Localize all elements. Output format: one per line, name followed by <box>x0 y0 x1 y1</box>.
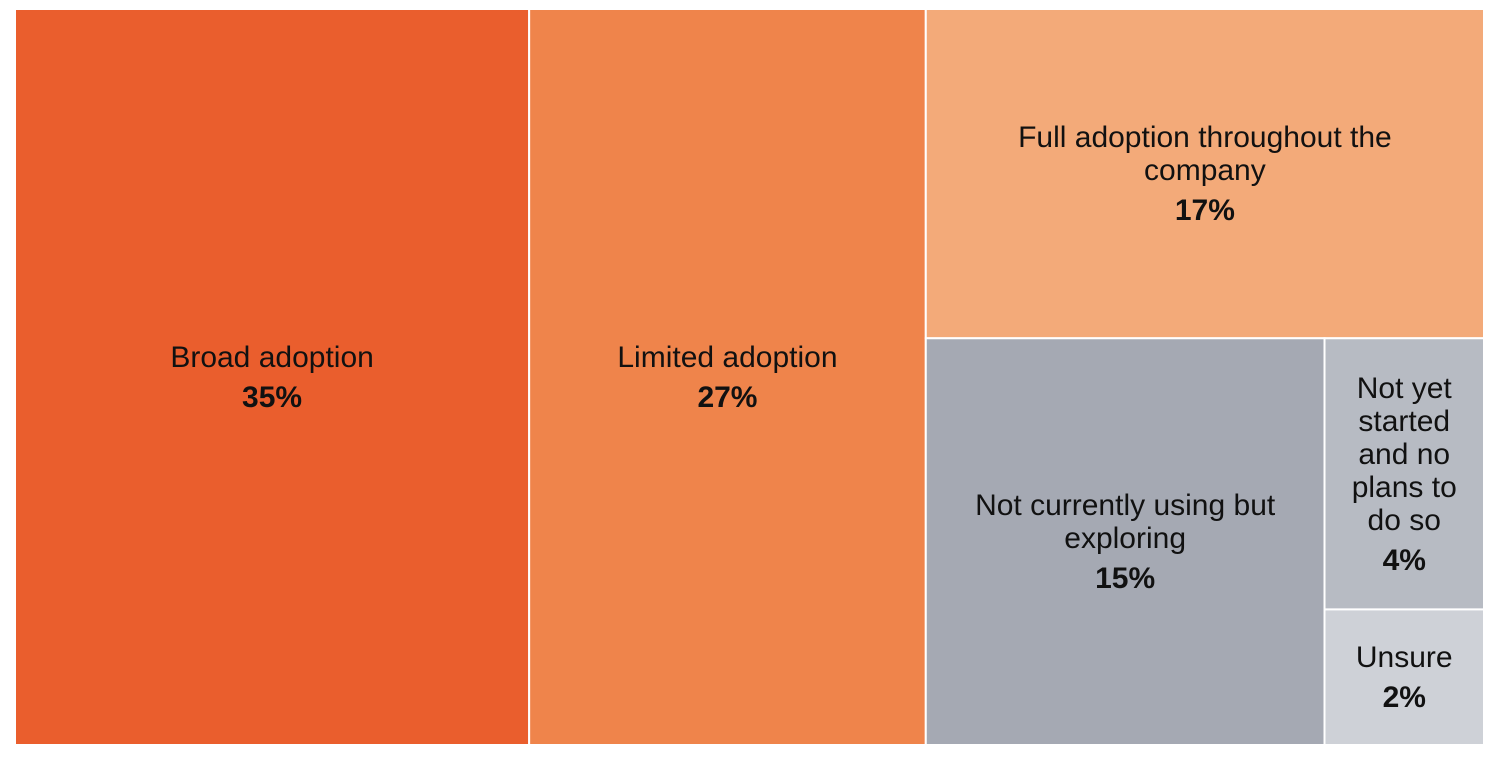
treemap-cell-rect <box>924 8 1485 340</box>
treemap-cell-label: Full adoption throughout the <box>1018 121 1392 154</box>
treemap-cell-label: Limited adoption <box>617 341 837 374</box>
treemap-cell-value: 27% <box>697 381 757 414</box>
treemap-cells: Broad adoption 35% Limited adoption 27% Full… <box>14 8 1485 747</box>
treemap-cell: Unsure 2% <box>1323 608 1485 747</box>
treemap-cell-rect <box>1323 608 1485 747</box>
treemap-cell-label: started <box>1358 405 1450 438</box>
treemap-cell-label: exploring <box>1064 522 1186 555</box>
treemap-cell-rect <box>924 337 1326 746</box>
treemap-cell-label: Unsure <box>1356 641 1453 674</box>
treemap-cell-label: plans to <box>1352 471 1457 504</box>
treemap-cell: Limited adoption 27% <box>528 8 927 746</box>
treemap-cell-label: and no <box>1358 438 1450 471</box>
treemap-cell-rect <box>528 8 927 746</box>
treemap-cell-label: Broad adoption <box>170 341 374 374</box>
treemap-cell: Broad adoption 35% <box>14 8 531 746</box>
treemap-cell-label: company <box>1144 154 1266 187</box>
treemap-cell-value: 2% <box>1383 681 1426 714</box>
treemap-cell-label: do so <box>1368 504 1441 537</box>
treemap-cell-value: 15% <box>1095 562 1155 595</box>
treemap-cell-value: 35% <box>242 381 302 414</box>
treemap-cell-label: Not yet <box>1357 372 1453 405</box>
treemap-cell-value: 17% <box>1175 194 1235 227</box>
treemap-cell-label: Not currently using but <box>975 489 1276 522</box>
treemap-cell-value: 4% <box>1383 544 1426 577</box>
treemap-cell-rect <box>14 8 531 746</box>
treemap-cell-rect <box>1323 337 1485 611</box>
